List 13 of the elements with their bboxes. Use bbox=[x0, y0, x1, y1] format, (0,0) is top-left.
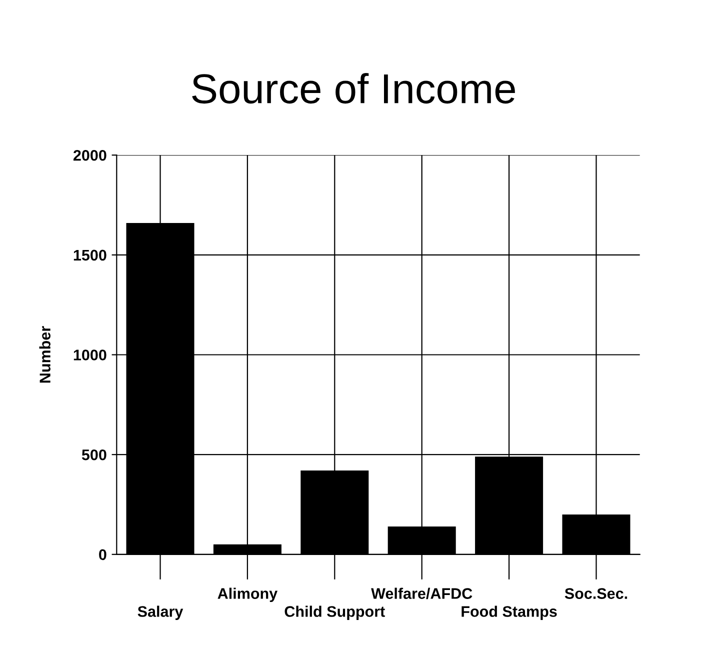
y-tick-label: 1000 bbox=[74, 350, 106, 360]
x-tick-label: Alimony bbox=[218, 588, 278, 602]
y-tick-label: 0 bbox=[99, 549, 106, 560]
x-tick-label: Salary bbox=[138, 606, 184, 620]
y-tick-label: 500 bbox=[82, 449, 106, 460]
y-axis-title: Number bbox=[39, 326, 50, 383]
x-tick-label: Food Stamps bbox=[462, 606, 557, 620]
y-tick-label: 2000 bbox=[73, 150, 106, 161]
x-tick-label: Child Support bbox=[284, 606, 385, 620]
x-tick-label: Welfare/AFDC bbox=[371, 588, 472, 600]
chart-title: Source of Income bbox=[192, 73, 515, 104]
y-tick-label: 1500 bbox=[74, 250, 106, 261]
x-tick-label: Soc.Sec. bbox=[564, 588, 628, 599]
